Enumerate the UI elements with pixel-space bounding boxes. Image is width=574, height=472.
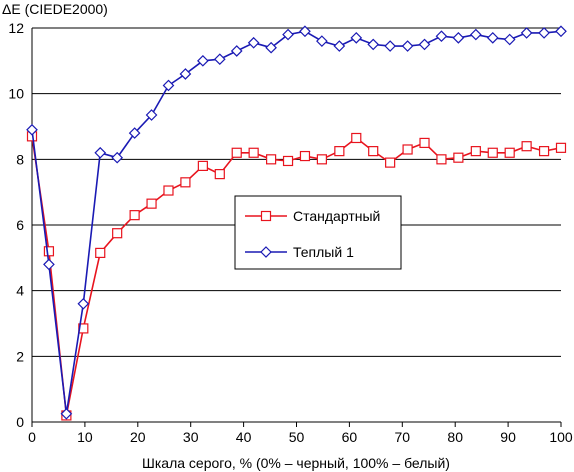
data-point-1-24	[419, 137, 430, 149]
data-point-1-18	[316, 154, 327, 165]
data-point-1-21	[368, 146, 379, 157]
data-point-1-14	[248, 147, 259, 158]
data-point-1-22	[385, 157, 396, 168]
series-2	[26, 25, 567, 420]
data-point-2-25	[435, 30, 448, 43]
x-tick-label-30: 30	[183, 429, 199, 445]
x-tick-label-10: 10	[77, 429, 93, 445]
data-point-2-10	[179, 68, 192, 80]
data-point-1-16	[282, 155, 294, 167]
data-point-2-32	[555, 25, 567, 38]
data-point-2-24	[418, 38, 431, 51]
data-point-1-15	[266, 154, 277, 165]
data-point-2-9	[162, 79, 175, 92]
data-point-2-21	[367, 38, 380, 51]
legend-marker-2	[260, 246, 272, 258]
data-point-1-7	[129, 210, 140, 221]
data-point-2-11	[197, 54, 209, 67]
legend: Стандартный Теплый 1	[234, 195, 402, 270]
data-point-2-7	[128, 127, 141, 139]
y-tick-label-0: 0	[16, 414, 24, 430]
data-point-1-6	[112, 228, 123, 239]
x-tick-label-60: 60	[342, 429, 358, 445]
x-tick-label-50: 50	[289, 429, 305, 445]
y-tick-label-6: 6	[16, 217, 24, 233]
data-point-2-8	[145, 109, 158, 121]
x-tick-label-90: 90	[500, 429, 516, 445]
data-point-2-16	[282, 28, 294, 41]
data-point-2-14	[247, 36, 260, 49]
x-axis-label: Шкала серого, % (0% – черный, 100% – бел…	[142, 455, 450, 471]
data-point-2-22	[384, 40, 396, 52]
data-point-2-17	[299, 25, 311, 38]
data-point-2-13	[230, 45, 243, 57]
data-point-1-10	[180, 177, 191, 188]
data-point-2-20	[350, 32, 363, 44]
y-tick-label-12: 12	[8, 20, 24, 36]
y-axis-label: ΔE (CIEDE2000)	[2, 1, 108, 17]
data-point-1-2	[43, 246, 55, 257]
data-point-2-30	[520, 27, 533, 39]
data-point-1-17	[299, 150, 311, 162]
y-tick-label-10: 10	[8, 86, 24, 102]
legend-label-1: Стандартный	[293, 208, 380, 224]
series-line-1	[31, 136, 562, 416]
y-tick-label-4: 4	[16, 283, 24, 299]
y-tick-label-2: 2	[16, 348, 24, 364]
data-point-1-23	[402, 144, 413, 155]
data-point-2-15	[265, 41, 277, 54]
x-tick-label-20: 20	[130, 429, 146, 445]
data-point-1-31	[538, 146, 550, 157]
data-point-2-3	[60, 407, 73, 420]
data-point-1-32	[555, 142, 567, 153]
data-point-1-30	[521, 141, 532, 152]
x-tick-label-100: 100	[549, 429, 573, 445]
data-point-2-6	[111, 151, 124, 164]
legend-marker-1	[260, 210, 272, 222]
data-point-2-27	[469, 28, 482, 41]
data-point-2-28	[486, 32, 499, 44]
data-point-1-13	[231, 147, 242, 158]
y-tick-label-8: 8	[16, 151, 24, 167]
series-1	[26, 131, 567, 421]
data-point-1-19	[334, 146, 345, 157]
x-tick-label-70: 70	[395, 429, 411, 445]
data-point-1-9	[163, 185, 174, 196]
data-point-2-26	[452, 32, 465, 44]
data-point-2-2	[43, 258, 55, 271]
legend-box	[234, 195, 402, 270]
data-point-1-26	[453, 152, 464, 163]
axes: 0 2 4 6 8 10 12 0 10 20 30 40 50 60 70 80 90 100	[8, 20, 572, 445]
data-point-1-8	[146, 198, 157, 209]
data-point-2-23	[401, 40, 414, 52]
data-point-1-27	[470, 146, 481, 157]
data-point-2-29	[503, 33, 516, 46]
data-point-2-1	[26, 123, 38, 136]
data-point-1-25	[436, 154, 447, 165]
data-point-1-28	[487, 147, 498, 158]
data-point-2-31	[538, 27, 550, 39]
data-point-1-12	[214, 169, 225, 180]
data-point-2-4	[77, 297, 90, 310]
grid	[32, 27, 561, 357]
data-point-2-12	[213, 53, 226, 66]
series	[26, 25, 567, 421]
x-tick-label-0: 0	[28, 429, 36, 445]
data-point-2-5	[94, 146, 107, 159]
x-tick-label-80: 80	[447, 429, 463, 445]
data-point-1-29	[504, 147, 515, 158]
data-point-2-19	[333, 40, 346, 52]
data-point-1-20	[351, 132, 362, 144]
data-point-2-18	[316, 35, 328, 47]
data-point-1-11	[197, 160, 208, 171]
legend-label-2: Теплый 1	[293, 244, 354, 260]
x-tick-label-40: 40	[236, 429, 252, 445]
data-point-1-5	[95, 247, 106, 259]
